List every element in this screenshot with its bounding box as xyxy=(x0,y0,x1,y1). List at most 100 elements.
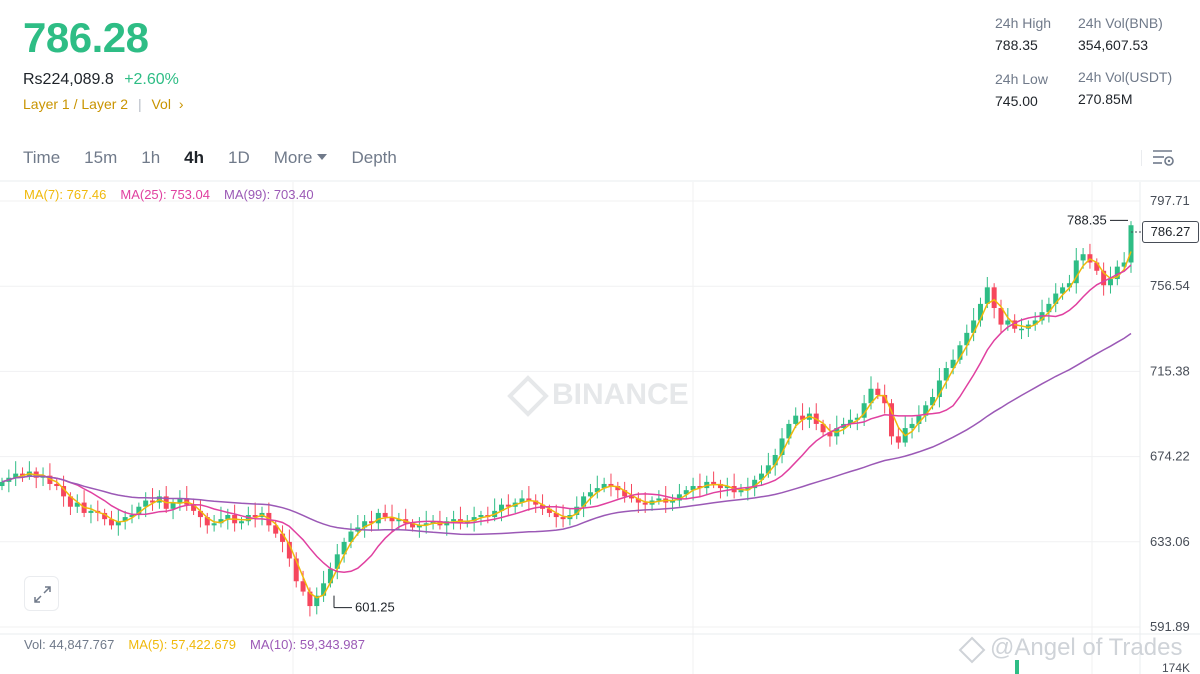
expand-icon[interactable] xyxy=(24,576,59,611)
candle-body xyxy=(430,521,436,524)
candle-body xyxy=(683,490,689,495)
candle-body xyxy=(526,498,532,501)
stat-value: 270.85M xyxy=(1078,91,1133,107)
candle-body xyxy=(252,515,258,518)
chevron-right-icon[interactable]: › xyxy=(178,96,184,112)
chart-settings-icon[interactable] xyxy=(1152,148,1176,168)
candle-body xyxy=(752,479,758,489)
volume-tick-label: 174K xyxy=(1162,661,1190,674)
stat-24h-vol-bnb: 24h Vol(BNB) 354,607.53 xyxy=(1078,15,1163,53)
candle-body xyxy=(765,465,771,474)
candle-body xyxy=(779,438,785,455)
candle-body xyxy=(191,504,197,511)
candle-body xyxy=(690,486,696,491)
candle-body xyxy=(280,533,286,542)
candle-body xyxy=(307,591,313,607)
candle-body xyxy=(608,483,614,487)
high-marker-label: 788.35 xyxy=(1067,212,1107,227)
stat-label: 24h Vol(USDT) xyxy=(1078,69,1173,85)
tab-more[interactable]: More xyxy=(274,148,328,168)
candle-body xyxy=(115,521,121,526)
candle-body xyxy=(1046,303,1052,313)
candle-body xyxy=(971,320,977,333)
candle-body xyxy=(108,519,114,526)
tab-1d[interactable]: 1D xyxy=(228,148,250,167)
candle-body xyxy=(218,519,224,524)
y-tick-label: 591.89 xyxy=(1150,619,1190,634)
stat-label: 24h Low xyxy=(995,71,1048,87)
candle-body xyxy=(519,498,525,503)
tab-4h[interactable]: 4h xyxy=(184,148,204,167)
y-tick-label: 797.71 xyxy=(1150,193,1190,208)
tab-depth[interactable]: Depth xyxy=(351,148,397,167)
candle-body xyxy=(286,541,292,559)
y-tick-label: 674.22 xyxy=(1150,449,1190,464)
tab-15m[interactable]: 15m xyxy=(84,148,118,167)
candle-body xyxy=(786,423,792,439)
candle-body xyxy=(293,558,299,582)
tab-time[interactable]: Time xyxy=(23,148,61,167)
candle-body xyxy=(368,521,374,524)
candle-body xyxy=(1094,262,1100,271)
caret-down-icon xyxy=(317,154,328,160)
stat-label: 24h Vol(BNB) xyxy=(1078,15,1163,31)
stat-24h-high: 24h High 788.35 xyxy=(995,15,1051,53)
candle-body xyxy=(991,287,997,309)
candle-body xyxy=(13,473,19,478)
candle-body xyxy=(670,500,676,503)
candle-body xyxy=(820,423,826,433)
candle-body xyxy=(416,525,422,528)
stat-value: 354,607.53 xyxy=(1078,37,1149,53)
candle-body xyxy=(546,508,552,513)
candle-body xyxy=(423,523,429,526)
candle-body xyxy=(211,523,217,526)
interval-tabs: Time 15m 1h 4h 1D More Depth xyxy=(23,148,421,168)
candle-body xyxy=(143,500,149,507)
candle-body xyxy=(587,492,593,497)
candle-body xyxy=(197,510,203,518)
candle-body xyxy=(61,486,67,497)
candle-body xyxy=(0,481,5,487)
candle-body xyxy=(273,525,279,534)
candle-body xyxy=(930,397,936,406)
stat-value: 745.00 xyxy=(995,93,1038,109)
candle-body xyxy=(375,512,381,524)
candle-body xyxy=(738,490,744,493)
candle-body xyxy=(74,502,80,507)
candle-body xyxy=(875,388,881,395)
candle-body xyxy=(553,512,559,518)
candle-body xyxy=(362,521,368,528)
volume-legend: Vol: 44,847.767 MA(5): 57,422.679 MA(10)… xyxy=(24,637,365,652)
vol-tag[interactable]: Vol xyxy=(151,96,171,112)
stat-24h-low: 24h Low 745.00 xyxy=(995,71,1048,109)
candle-body xyxy=(964,332,970,346)
candle-body xyxy=(601,483,607,489)
candle-body xyxy=(314,595,320,607)
candle-body xyxy=(854,417,860,420)
tab-1h[interactable]: 1h xyxy=(141,148,161,167)
candle-body xyxy=(533,500,539,505)
fiat-price: Rs224,089.8 xyxy=(23,71,114,88)
candle-body xyxy=(225,515,231,520)
candle-body xyxy=(594,488,600,493)
y-tick-label: 756.54 xyxy=(1150,278,1190,293)
candle-body xyxy=(984,287,990,304)
candle-body xyxy=(410,523,416,528)
sector-tag[interactable]: Layer 1 / Layer 2 xyxy=(23,96,129,112)
candle-body xyxy=(847,419,853,424)
vol-ma5-legend: MA(5): 57,422.679 xyxy=(128,637,237,652)
candle-body xyxy=(861,403,867,418)
candlestick-chart[interactable]: BINANCE 797.71 756.54 715.38 674.22 633.06 591… xyxy=(0,180,1200,674)
candle-body xyxy=(177,498,183,503)
credit-logo-icon xyxy=(958,636,986,664)
candle-body xyxy=(348,531,354,542)
candle-body xyxy=(711,481,717,484)
binance-watermark: BINANCE xyxy=(552,378,689,411)
candle-body xyxy=(676,494,682,501)
candle-body xyxy=(389,517,395,522)
candle-body xyxy=(1019,328,1025,331)
y-tick-label: 715.38 xyxy=(1150,363,1190,378)
candle-body xyxy=(238,521,244,524)
y-tick-label: 633.06 xyxy=(1150,534,1190,549)
tags-row: Layer 1 / Layer 2 | Vol › xyxy=(23,96,184,112)
